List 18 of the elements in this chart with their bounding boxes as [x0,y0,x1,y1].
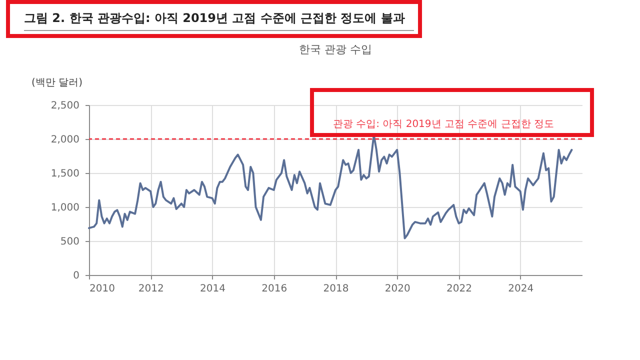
y-tick-label: 500 [60,236,80,248]
x-tick-label: 2014 [200,284,226,294]
chart-title: 그림 2. 한국 관광수입: 아직 2019년 고점 수준에 근접한 정도에 불과 [24,10,414,31]
x-tick-label: 2016 [262,284,288,294]
x-tick-label: 2020 [384,284,410,294]
y-tick-label: 0 [73,270,80,282]
y-tick-label: 1,000 [50,202,80,214]
x-tick-label: 2018 [323,284,349,294]
x-tick-label: 2010 [90,284,115,294]
y-axis-title: (백만 달러) [32,78,83,88]
x-tick-label: 2012 [138,284,164,294]
y-tick-label: 2,000 [50,134,80,146]
x-tick-label: 2022 [446,284,472,294]
ref-line-label: 관광 수입: 아직 2019년 고점 수준에 근접한 정도 [332,119,554,130]
chart-subtitle: 한국 관광 수입 [299,43,372,56]
y-tick-label: 1,500 [50,168,80,180]
y-tick-label: 2,500 [50,100,80,112]
x-tick-label: 2024 [508,284,534,294]
